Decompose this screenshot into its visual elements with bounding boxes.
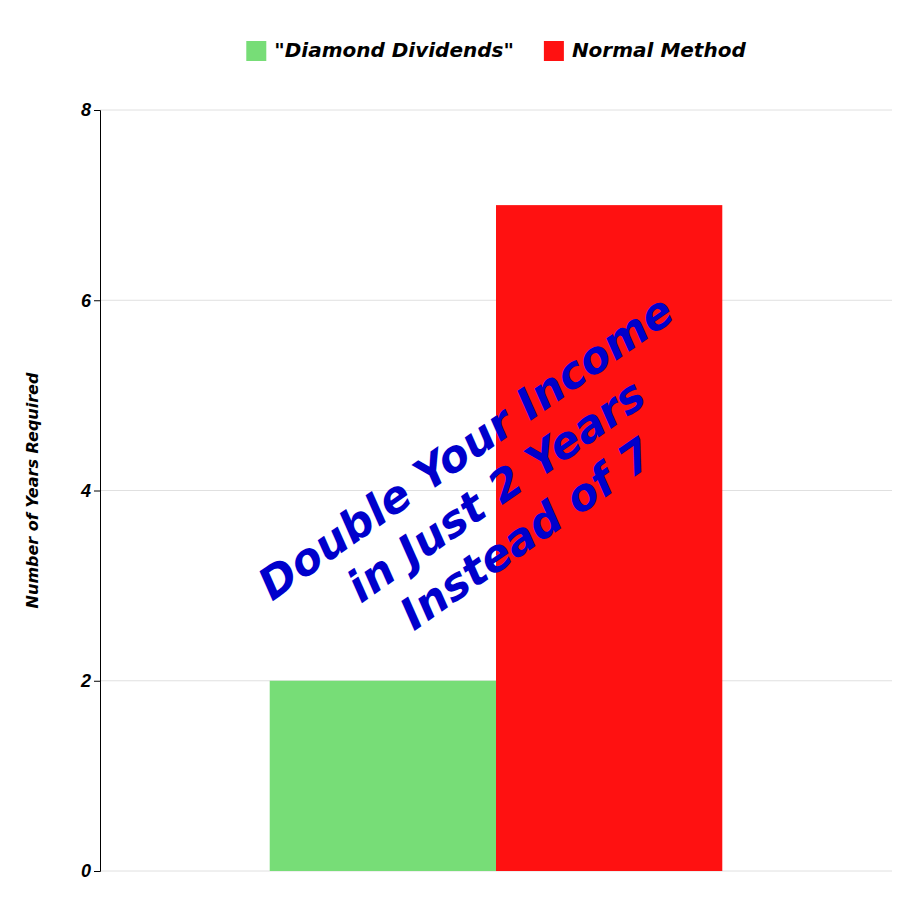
- legend-label: Normal Method: [572, 38, 747, 62]
- y-tick-label: 6: [81, 291, 92, 311]
- y-tick-label: 4: [80, 481, 91, 501]
- y-tick: 0: [81, 861, 100, 881]
- y-tick: 6: [81, 291, 100, 311]
- y-tick-mark: [94, 110, 100, 111]
- y-axis-title: Number of Years Required: [23, 372, 42, 608]
- y-tick-label: 0: [81, 861, 91, 881]
- legend-item: "Diamond Dividends": [246, 38, 514, 62]
- legend-item: Normal Method: [544, 38, 747, 62]
- legend-label: "Diamond Dividends": [274, 38, 514, 62]
- y-tick: 8: [81, 100, 100, 120]
- legend-swatch: [246, 41, 266, 61]
- chart-container: 0 2 4 6 8 Number of Years Required Double Your…: [0, 0, 922, 911]
- y-axis: 0 2 4 6 8: [80, 100, 101, 881]
- annotation: Double Your Incomein Just 2 YearsInstead…: [249, 285, 744, 697]
- annotation-line: Instead of 7: [390, 428, 663, 640]
- y-tick: 2: [80, 671, 100, 691]
- y-tick-mark: [94, 871, 100, 872]
- y-axis-line: [94, 111, 101, 872]
- plot-area: 0 2 4 6 8 Number of Years Required Double Your…: [23, 100, 892, 881]
- y-tick-mark: [94, 300, 100, 301]
- chart-svg: 0 2 4 6 8 Number of Years Required Double Your…: [0, 0, 922, 911]
- legend-swatch: [544, 41, 564, 61]
- grid-line: [100, 110, 892, 111]
- y-tick: 4: [80, 481, 100, 501]
- bar: [270, 681, 496, 871]
- y-tick-label: 2: [80, 671, 91, 691]
- legend: "Diamond Dividends" Normal Method: [246, 38, 746, 62]
- y-tick-label: 8: [81, 100, 91, 120]
- y-tick-mark: [94, 681, 100, 682]
- grid: [100, 110, 892, 871]
- y-tick-mark: [94, 491, 100, 492]
